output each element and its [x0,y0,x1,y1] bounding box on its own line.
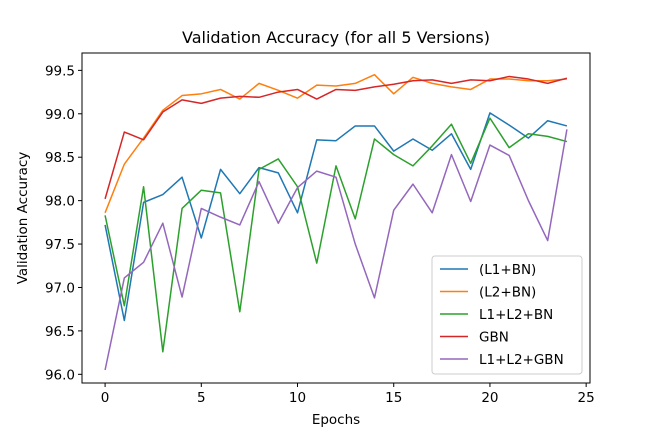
x-tick-label: 5 [197,390,206,406]
chart-title: Validation Accuracy (for all 5 Versions) [182,28,490,47]
x-tick-label: 25 [578,390,595,406]
y-tick-label: 96.0 [45,367,75,383]
series-line-l2-bn [104,73,567,214]
legend-label: L1+L2+GBN [479,352,564,368]
legend-label: (L2+BN) [479,285,536,301]
legend-label: (L1+BN) [479,262,536,278]
y-tick-label: 97.5 [45,237,75,253]
series-line-l1-l2-gbn [104,129,568,371]
x-tick-label: 10 [289,390,306,406]
axis-ticks: 0 5 10 15 20 25 96.0 96.5 97.0 97.5 98.0 98.5 99.0 99… [45,63,595,406]
y-tick-label: 98.0 [45,194,75,210]
series-line-l1-bn [104,112,568,322]
x-axis-label: Epochs [312,412,360,428]
y-tick-label: 99.5 [45,63,75,79]
x-tick-label: 15 [385,390,402,406]
legend-box [431,255,583,375]
series-line-l1-l2-bn [104,117,568,353]
plot-frame [81,52,591,384]
legend-label: L1+L2+BN [479,307,553,323]
y-tick-label: 98.5 [45,150,75,166]
x-tick-label: 0 [101,390,110,406]
legend-label: GBN [479,330,509,346]
series-lines [104,73,568,371]
y-tick-label: 96.5 [45,324,75,340]
y-axis-label: Validation Accuracy [15,152,31,285]
x-tick-label: 20 [481,390,498,406]
y-tick-label: 99.0 [45,107,75,123]
y-tick-label: 97.0 [45,280,75,296]
legend: (L1+BN) (L2+BN) L1+L2+BN GBN L1+L2+GBN [431,255,583,375]
series-line-gbn [104,75,568,200]
